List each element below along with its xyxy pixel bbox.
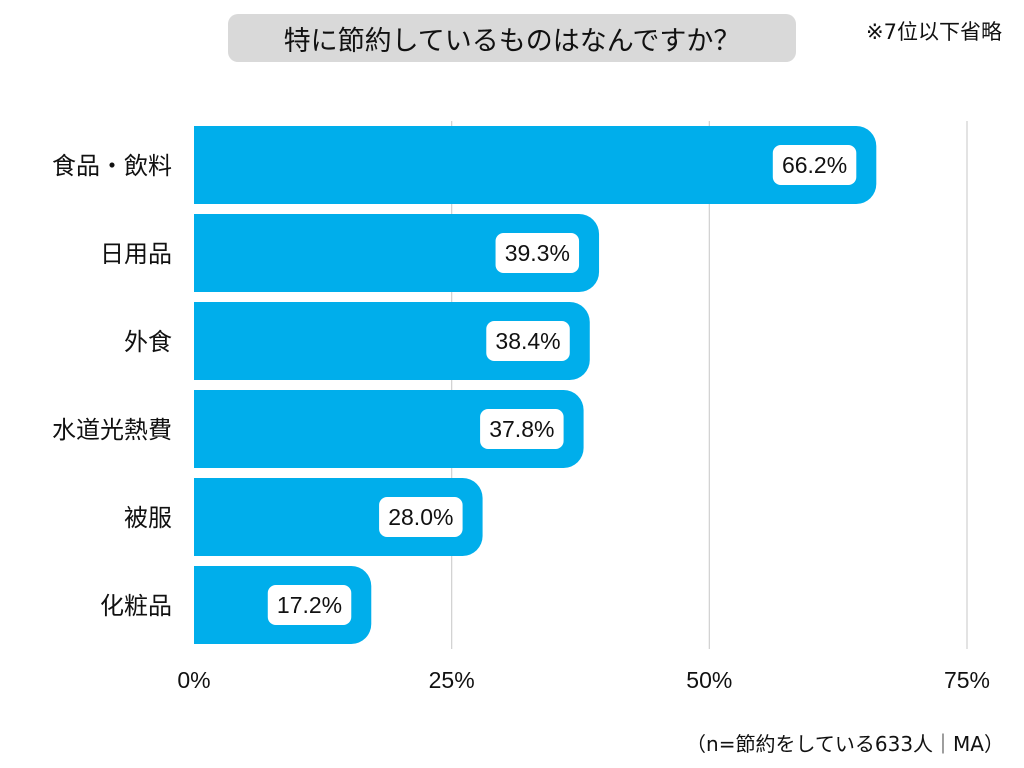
x-tick-label-0: 0% bbox=[177, 667, 210, 693]
value-label-bg-4 bbox=[379, 497, 463, 537]
x-tick-label-75: 75% bbox=[944, 667, 990, 693]
bar-1 bbox=[194, 214, 600, 292]
value-label-0: 66.2% bbox=[782, 152, 847, 178]
category-label-3: 水道光熱費 bbox=[52, 416, 172, 444]
bar-0 bbox=[194, 126, 877, 204]
category-label-2: 外食 bbox=[124, 328, 172, 356]
bar-2 bbox=[194, 302, 590, 380]
value-label-bg-3 bbox=[480, 409, 564, 449]
category-label-0: 食品・飲料 bbox=[52, 152, 172, 180]
category-label-5: 化粧品 bbox=[100, 592, 172, 620]
value-label-bg-5 bbox=[267, 585, 352, 625]
x-tick-label-50: 50% bbox=[686, 667, 732, 693]
value-label-bg-0 bbox=[772, 145, 857, 185]
sample-note: （n=節約をしている633人｜MA） bbox=[686, 732, 1004, 756]
value-label-4: 28.0% bbox=[388, 504, 453, 530]
value-label-bg-2 bbox=[486, 321, 570, 361]
bars: 66.2% 39.3% 38.4% 37.8% 28.0% 17.2% bbox=[194, 126, 877, 644]
category-label-4: 被服 bbox=[124, 504, 172, 532]
value-label-bg-1 bbox=[495, 233, 580, 273]
category-label-1: 日用品 bbox=[100, 240, 172, 268]
chart-title: 特に節約しているものはなんですか？ bbox=[228, 14, 796, 62]
omission-note: ※7位以下省略 bbox=[866, 20, 1002, 44]
x-axis-tick-labels: 0% 25% 50% 75% bbox=[177, 667, 990, 693]
value-label-3: 37.8% bbox=[489, 416, 554, 442]
gridlines bbox=[451, 121, 968, 649]
value-label-2: 38.4% bbox=[495, 328, 560, 354]
value-label-1: 39.3% bbox=[505, 240, 570, 266]
x-tick-label-25: 25% bbox=[429, 667, 475, 693]
value-label-5: 17.2% bbox=[277, 592, 342, 618]
